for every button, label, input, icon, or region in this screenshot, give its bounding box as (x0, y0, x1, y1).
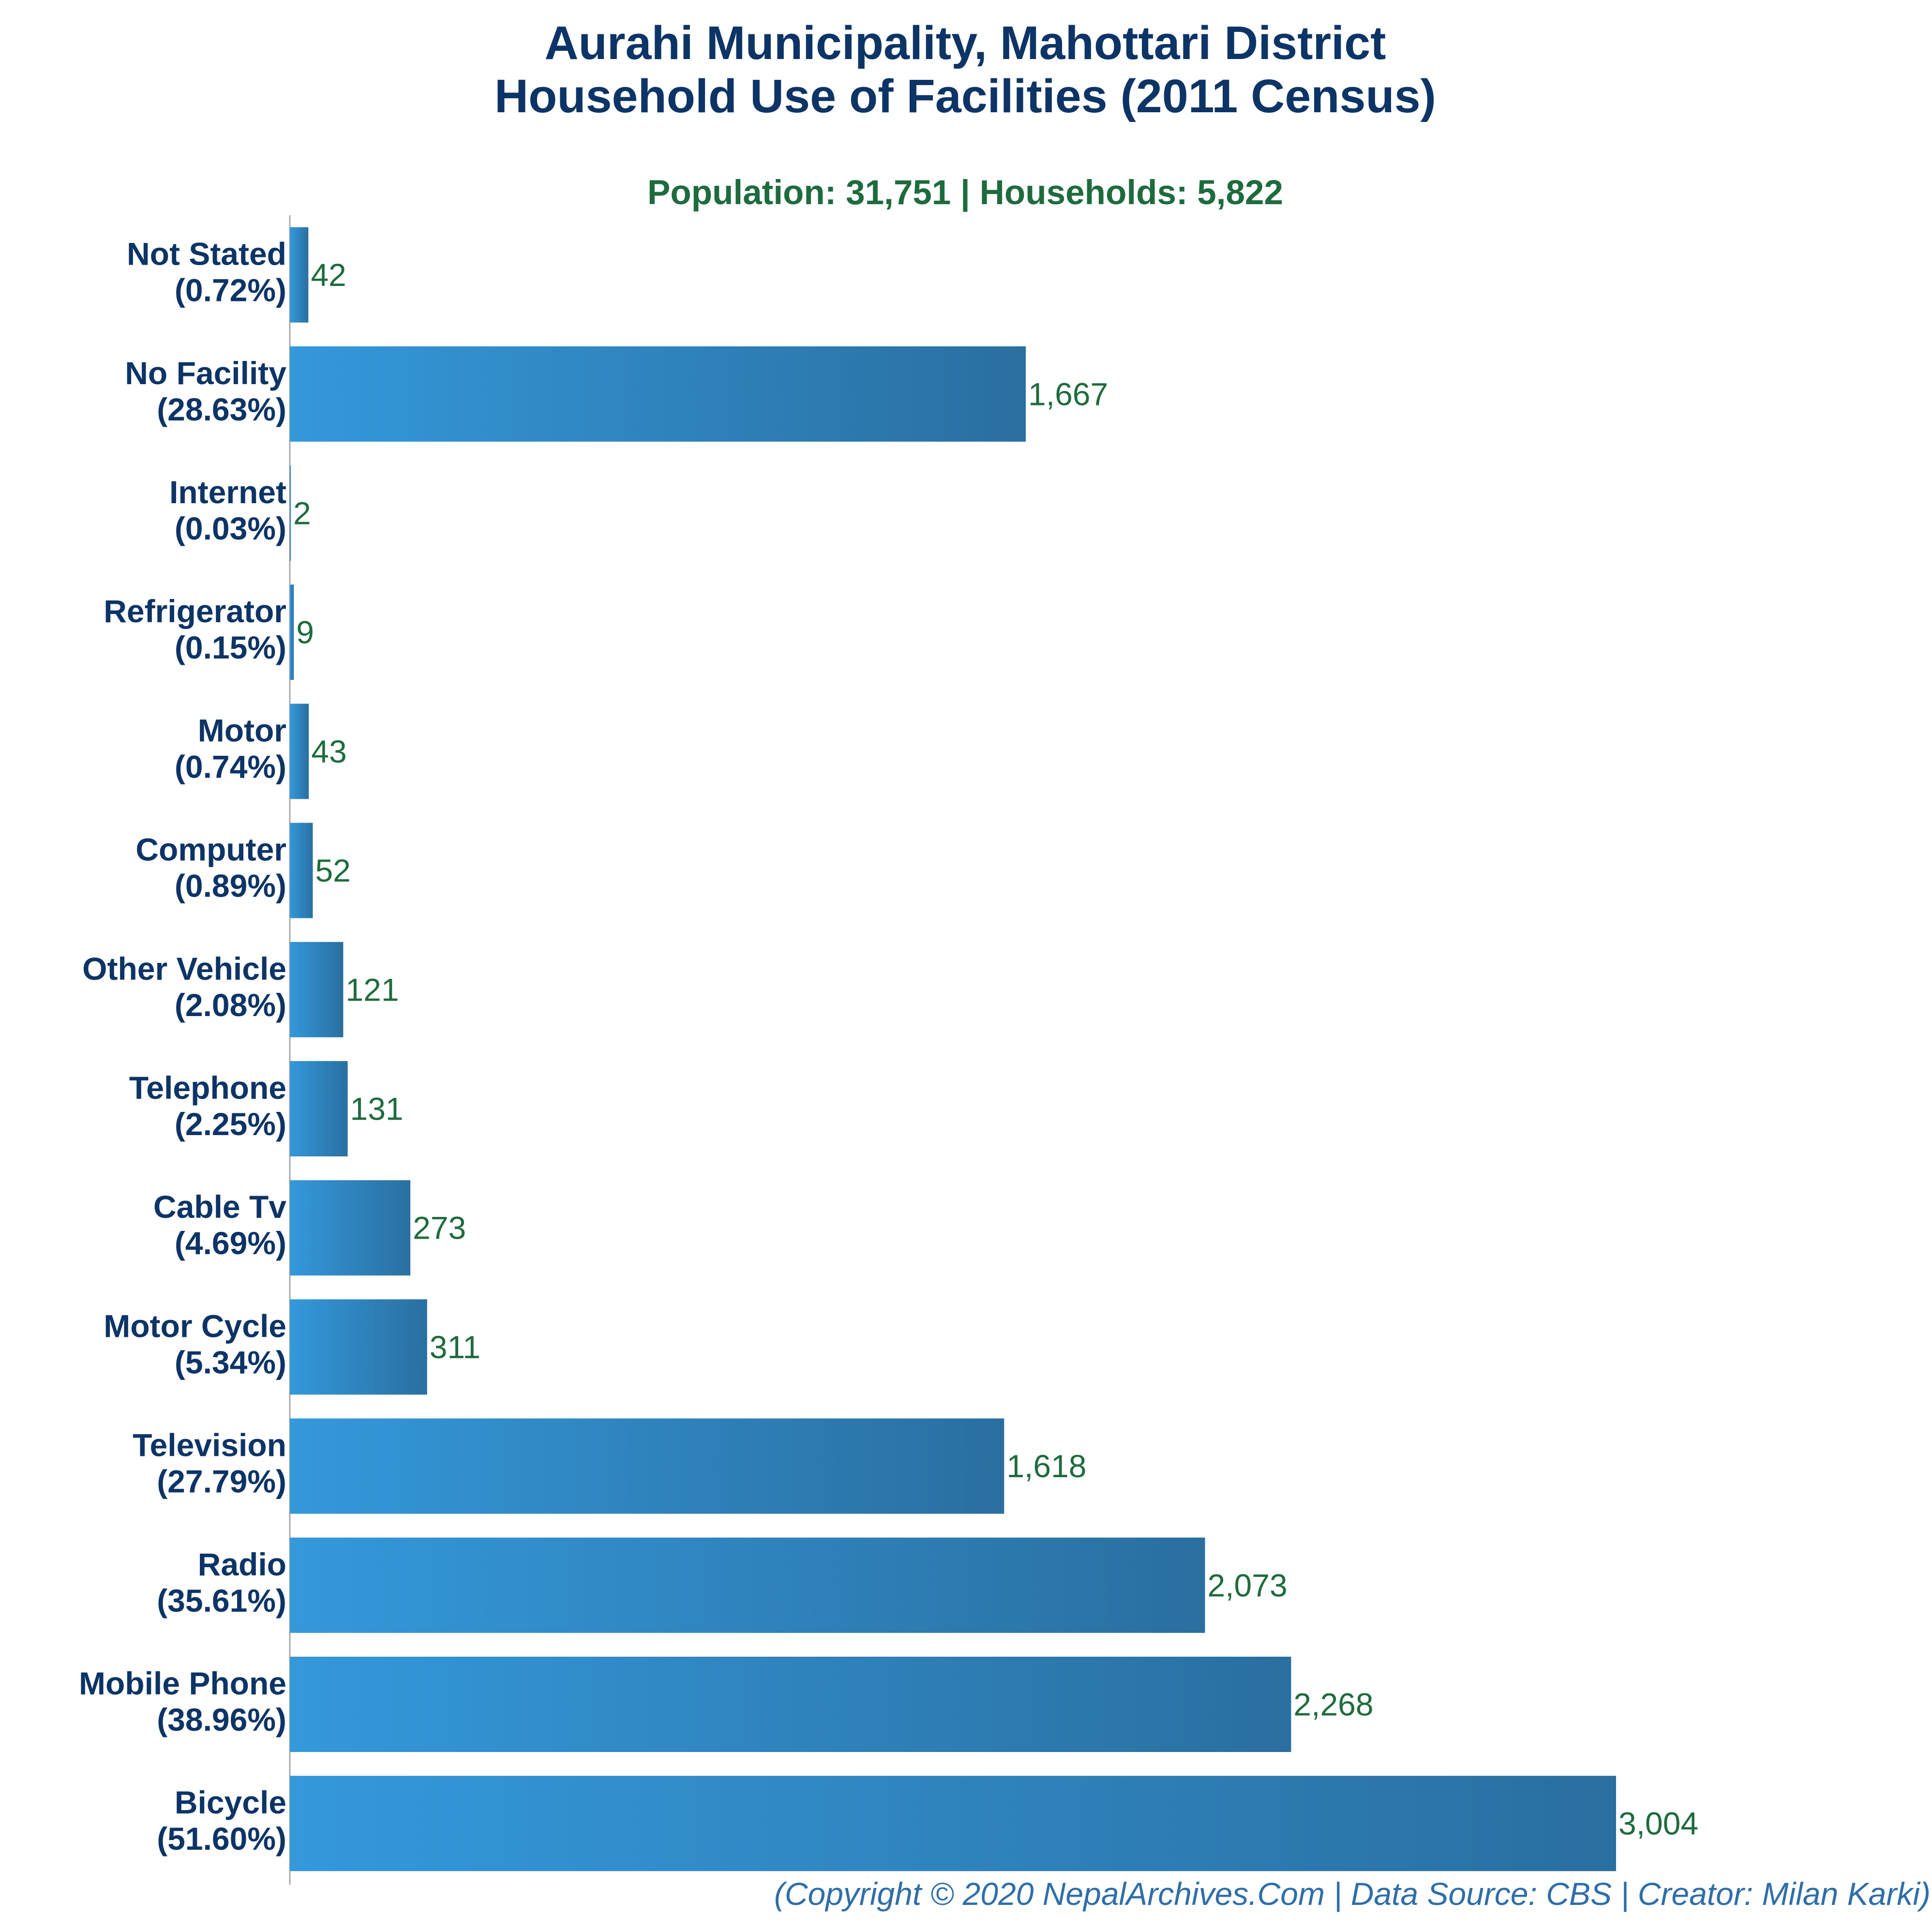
bar-television (290, 1418, 1004, 1514)
category-label-motor-cycle: Motor Cycle (104, 1308, 286, 1344)
percent-label-not-stated: (0.72%) (175, 272, 286, 308)
value-label-television: 1,618 (1006, 1448, 1086, 1484)
value-label-motor: 43 (311, 734, 346, 769)
percent-label-bicycle: (51.60%) (157, 1821, 286, 1857)
bar-bicycle (290, 1776, 1616, 1872)
percent-label-radio: (35.61%) (157, 1583, 286, 1618)
category-label-cable-tv: Cable Tv (153, 1189, 286, 1225)
chart-subtitle: Population: 31,751 | Households: 5,822 (647, 174, 1283, 212)
chart-title-line-2: Household Use of Facilities (2011 Census… (494, 70, 1436, 122)
category-label-television: Television (133, 1427, 286, 1463)
percent-label-telephone: (2.25%) (175, 1106, 286, 1142)
category-label-motor: Motor (198, 712, 286, 748)
bar-refrigerator (290, 584, 294, 680)
category-label-other-vehicle: Other Vehicle (82, 951, 286, 987)
bar-cable-tv (290, 1180, 411, 1276)
footer-credit: (Copyright © 2020 NepalArchives.Com | Da… (774, 1876, 1931, 1913)
bar-computer (290, 823, 313, 918)
category-label-internet: Internet (169, 474, 286, 510)
percent-label-motor-cycle: (5.34%) (175, 1344, 286, 1380)
value-label-computer: 52 (315, 853, 350, 888)
bar-radio (290, 1537, 1205, 1633)
bar-not-stated (290, 227, 309, 323)
bar-no-facility (290, 346, 1026, 442)
value-label-mobile-phone: 2,268 (1293, 1687, 1373, 1722)
category-label-not-stated: Not Stated (127, 236, 286, 272)
percent-label-television: (27.79%) (157, 1464, 286, 1499)
bar-other-vehicle (290, 942, 344, 1037)
percent-label-internet: (0.03%) (175, 510, 286, 546)
percent-label-other-vehicle: (2.08%) (175, 987, 286, 1023)
category-label-telephone: Telephone (129, 1070, 286, 1106)
value-label-internet: 2 (293, 495, 311, 531)
category-label-no-facility: No Facility (125, 355, 286, 391)
value-label-cable-tv: 273 (413, 1210, 466, 1246)
bars-group: 42 Not Stated(0.72%) 1,667 No Facility(28.6… (79, 227, 1698, 1872)
value-label-refrigerator: 9 (296, 614, 314, 650)
category-label-mobile-phone: Mobile Phone (79, 1665, 286, 1701)
percent-label-motor: (0.74%) (175, 749, 286, 784)
value-label-not-stated: 42 (311, 257, 346, 293)
percent-label-computer: (0.89%) (175, 868, 286, 904)
value-label-motor-cycle: 311 (430, 1329, 480, 1365)
value-label-bicycle: 3,004 (1618, 1806, 1698, 1842)
percent-label-cable-tv: (4.69%) (175, 1225, 286, 1261)
category-label-refrigerator: Refrigerator (104, 593, 286, 629)
chart-title-line-1: Aurahi Municipality, Mahottari District (545, 16, 1386, 69)
bar-telephone (290, 1061, 348, 1156)
percent-label-mobile-phone: (38.96%) (157, 1702, 286, 1737)
bar-mobile-phone (290, 1657, 1291, 1752)
category-label-radio: Radio (198, 1546, 286, 1582)
value-label-other-vehicle: 121 (345, 972, 399, 1007)
value-label-telephone: 131 (350, 1091, 404, 1127)
percent-label-refrigerator: (0.15%) (175, 629, 286, 665)
percent-label-no-facility: (28.63%) (157, 391, 286, 427)
value-label-no-facility: 1,667 (1028, 376, 1108, 412)
bar-internet (290, 465, 291, 561)
bar-motor (290, 704, 309, 799)
bar-motor-cycle (290, 1299, 427, 1395)
category-label-bicycle: Bicycle (175, 1784, 286, 1820)
value-label-radio: 2,073 (1208, 1567, 1288, 1603)
category-label-computer: Computer (135, 832, 286, 868)
